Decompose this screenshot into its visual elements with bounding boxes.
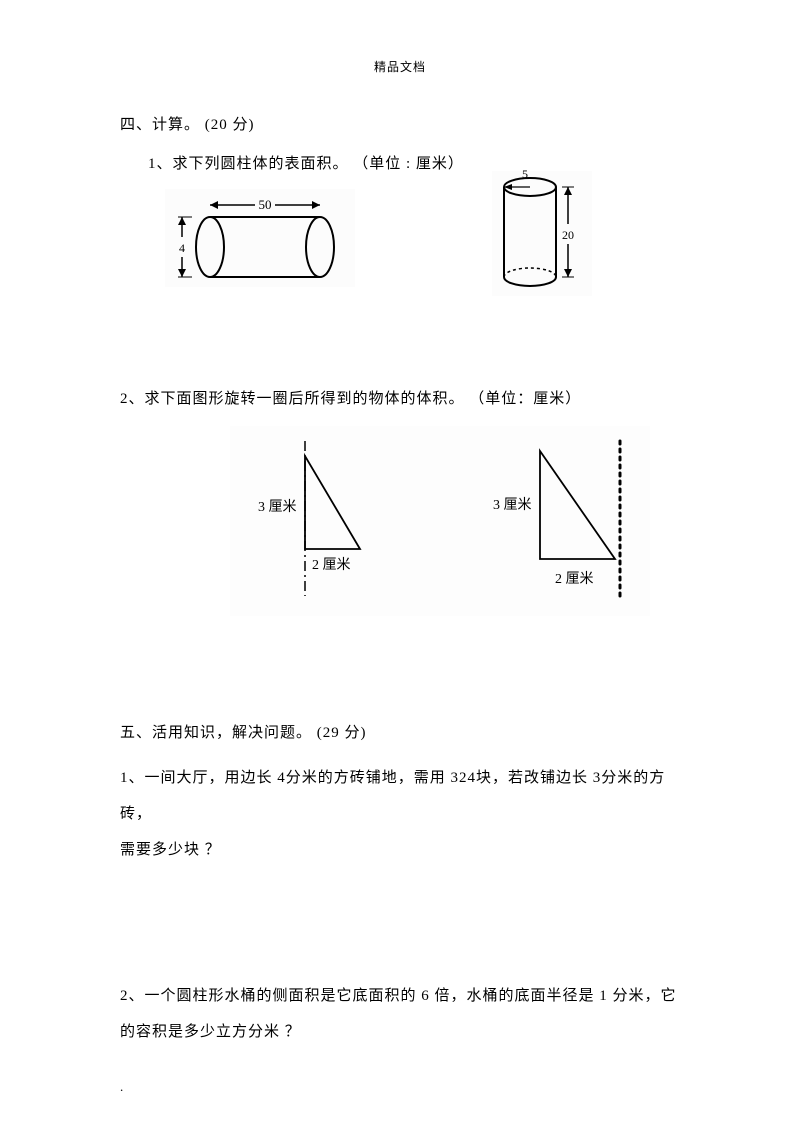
svg-text:4: 4 [179,241,185,255]
question-5-1-line-a: 1、一间大厅，用边长 4分米的方砖铺地，需用 324块，若改铺边长 3分米的方砖… [120,760,695,832]
triangle-right-axis-figure: 3 厘米 2 厘米 [445,431,645,611]
question-5-1-line-b: 需要多少块 ？ [120,832,695,868]
question-5-2-line-a: 2、一个圆柱形水桶的侧面积是它底面积的 6 倍，水桶的底面半径是 1 分米，它 [120,978,695,1014]
question-5-2-line-b: 的容积是多少立方分米 ？ [120,1014,695,1050]
cylinder-vertical-figure: 5 20 [490,169,595,299]
svg-text:3 厘米: 3 厘米 [258,499,297,515]
main-content: 四、计算。 (20 分) 1、求下列圆柱体的表面积。 （单位 : 厘米） 50 [120,113,695,1050]
page-header-mark: 精品文档 [0,58,800,75]
svg-text:20: 20 [562,228,574,242]
cylinder-horizontal-figure: 50 4 [160,187,360,292]
figures-row-1: 50 4 5 [160,187,695,307]
svg-text:2 厘米: 2 厘米 [555,571,594,587]
triangle-left-axis-figure: 3 厘米 2 厘米 [240,431,420,611]
figures-row-2: 3 厘米 2 厘米 3 厘米 2 厘米 [230,426,650,616]
section-4-item-1: 1、求下列圆柱体的表面积。 （单位 : 厘米） [148,152,695,173]
section-5-title: 五、活用知识，解决问题。 (29 分) [120,721,695,742]
svg-text:3 厘米: 3 厘米 [493,497,532,513]
svg-text:50: 50 [259,197,272,212]
svg-text:2 厘米: 2 厘米 [312,557,351,573]
page-footer-mark: . [120,1079,123,1095]
svg-text:5: 5 [522,169,528,181]
section-4-title: 四、计算。 (20 分) [120,113,695,134]
section-4-item-2: 2、求下面图形旋转一圈后所得到的物体的体积。 （单位：厘米） [120,387,695,408]
